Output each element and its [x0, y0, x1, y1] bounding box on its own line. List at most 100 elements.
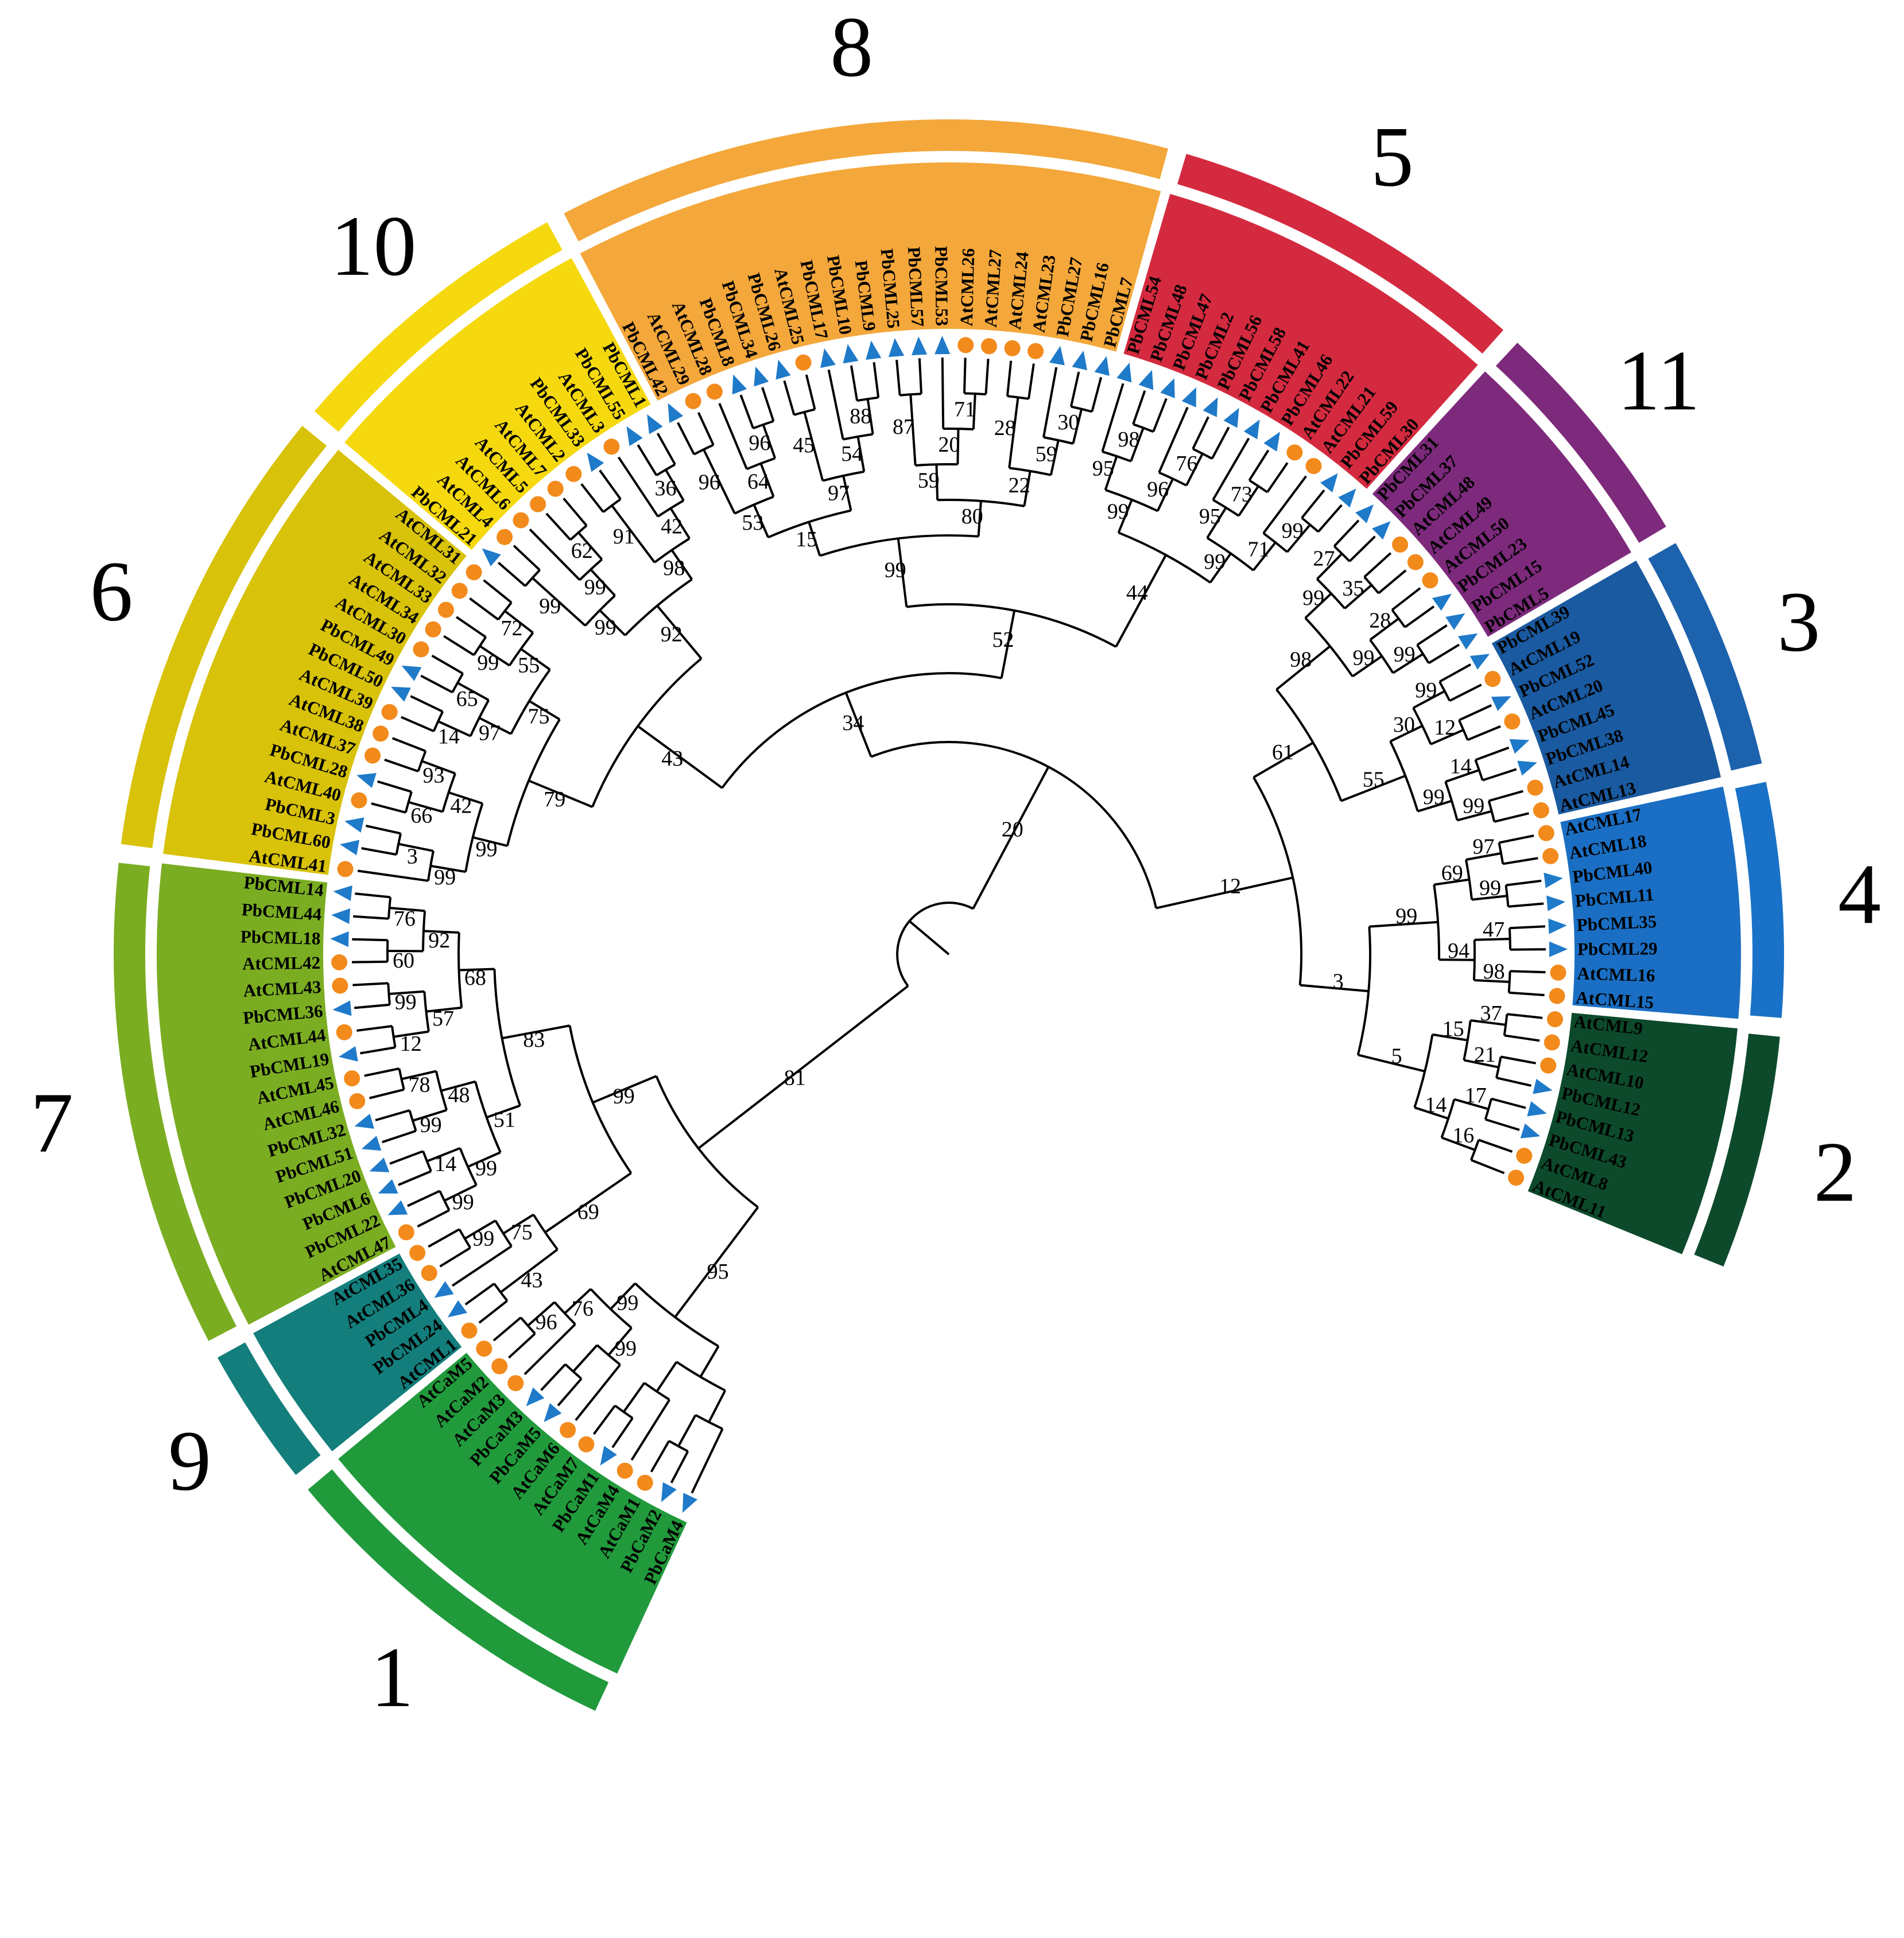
leaf-marker-triangle: [1223, 407, 1239, 428]
branch-radial: [1434, 878, 1469, 886]
branch-radial: [1340, 774, 1406, 802]
branch-radial: [762, 424, 777, 459]
leaf-marker-triangle: [775, 359, 791, 380]
bootstrap-value: 20: [939, 433, 960, 457]
branch-arc: [937, 499, 1025, 507]
branch-radial: [377, 780, 412, 793]
bootstrap-value: 99: [595, 615, 616, 639]
branch-arc: [568, 1025, 633, 1174]
branch-radial: [1248, 449, 1270, 481]
leaf-marker-triangle: [361, 1136, 382, 1151]
branch-radial: [1300, 984, 1369, 993]
bootstrap-value: 60: [393, 949, 414, 973]
leaf-marker-circle: [685, 393, 701, 409]
branch-radial: [532, 577, 586, 627]
leaf-label: PbCML29: [1577, 938, 1658, 959]
branch-radial: [1504, 1034, 1540, 1042]
branch-arc: [1043, 436, 1073, 445]
leaf-marker-circle: [1516, 1148, 1533, 1164]
branch-radial: [1509, 925, 1545, 930]
bootstrap-value: 76: [572, 1297, 594, 1321]
branch-radial: [1185, 453, 1204, 486]
branch-radial: [1348, 535, 1376, 562]
branch-radial: [1008, 397, 1019, 468]
branch-radial: [439, 1246, 471, 1268]
branch-radial: [352, 938, 388, 942]
leaf-marker-triangle: [647, 414, 663, 434]
leaf-marker-circle: [1544, 1034, 1560, 1051]
leaf-marker-circle: [438, 601, 454, 618]
branch-radial: [423, 930, 459, 934]
branch-arc: [1457, 720, 1469, 741]
branch-radial: [637, 444, 658, 476]
branch-radial: [360, 1046, 395, 1055]
bootstrap-value: 99: [1415, 678, 1437, 702]
branch-radial: [1494, 812, 1529, 823]
branch-radial: [443, 635, 475, 657]
branch-radial: [1438, 663, 1472, 683]
branch-radial: [1430, 729, 1464, 745]
bootstrap-value: 20: [1002, 818, 1023, 842]
branch-radial: [637, 725, 723, 789]
leaf-marker-circle: [331, 954, 348, 970]
clade-number-11: 11: [1617, 333, 1700, 428]
clade-number-8: 8: [830, 0, 873, 95]
leaf-marker-triangle: [391, 686, 411, 702]
leaf-marker-triangle: [330, 931, 349, 947]
clade-number-5: 5: [1371, 109, 1414, 204]
clade-outer-ring-layer: [114, 119, 1785, 1711]
branch-radial: [540, 1363, 567, 1391]
leaf-marker-triangle: [1517, 760, 1537, 776]
clade-band-4: [1560, 786, 1741, 1019]
bootstrap-value: 98: [1118, 428, 1140, 452]
clade-band-3: [1491, 560, 1721, 815]
branch-radial: [761, 387, 775, 422]
branch-radial: [1316, 553, 1343, 580]
branch-arc: [819, 534, 979, 557]
leaf-marker-triangle: [1355, 504, 1374, 523]
branch-radial: [1275, 645, 1331, 691]
branch-radial: [580, 483, 604, 513]
branch-radial: [972, 394, 976, 430]
bootstrap-value: 99: [1394, 643, 1416, 667]
branch-radial: [1392, 653, 1424, 674]
branch-radial: [513, 545, 541, 571]
bootstrap-value: 36: [655, 476, 677, 500]
branch-arc: [693, 444, 714, 456]
leaf-marker-triangle: [661, 1482, 677, 1502]
branch-radial: [1049, 440, 1060, 476]
bootstrap-value: 28: [994, 416, 1016, 440]
bootstrap-value: 99: [1479, 876, 1501, 900]
leaf-marker-circle: [364, 747, 381, 764]
branch-radial: [670, 1450, 689, 1483]
branch-radial: [417, 1209, 450, 1228]
branch-arc: [439, 1190, 451, 1211]
branch-arc: [441, 773, 456, 813]
leaf-marker-circle: [1550, 964, 1566, 981]
branch-radial: [464, 1219, 497, 1240]
bootstrap-value: 99: [1204, 550, 1226, 574]
bootstrap-value: 55: [1363, 768, 1385, 792]
branch-radial: [866, 399, 874, 434]
leaf-marker-circle: [1547, 1011, 1563, 1028]
bootstrap-value: 57: [432, 1007, 454, 1031]
leaf-marker-triangle: [526, 1387, 545, 1407]
bootstrap-value: 99: [472, 1226, 494, 1250]
branch-radial: [1432, 1033, 1468, 1042]
branch-arc: [387, 983, 391, 1005]
leaf-marker-circle: [1286, 444, 1303, 461]
branch-radial: [354, 1003, 390, 1009]
leaf-marker-triangle: [1338, 488, 1356, 508]
branch-radial: [355, 892, 391, 899]
branch-arc: [1275, 689, 1343, 802]
leaf-marker-triangle: [354, 1113, 374, 1129]
clade-band-7: [156, 863, 396, 1325]
leaf-marker-circle: [409, 1245, 426, 1261]
branch-radial: [1238, 485, 1259, 516]
clade-ring-8: [564, 119, 1168, 242]
branch-radial: [1006, 360, 1013, 397]
branch-radial: [527, 1301, 556, 1327]
leaf-marker-circle: [578, 1436, 595, 1452]
branch-radial: [478, 1300, 508, 1324]
leaf-marker-triangle: [626, 426, 643, 446]
